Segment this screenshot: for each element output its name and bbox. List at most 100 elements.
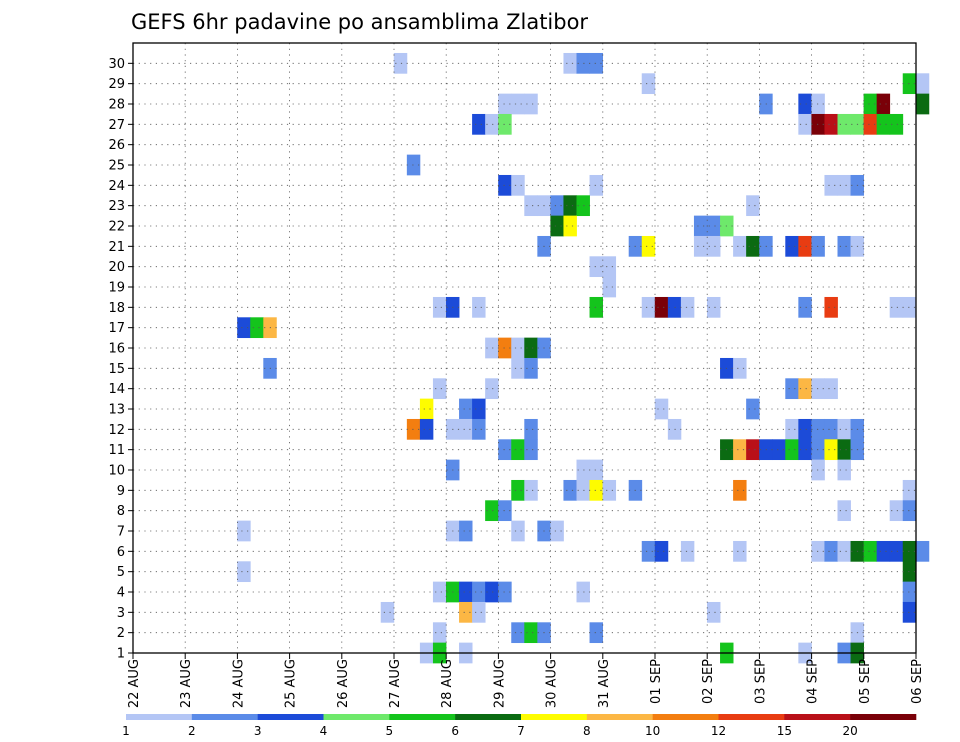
heatmap-cell [524,418,538,440]
heatmap-cell [863,540,878,562]
legend-label: 7 [517,724,525,738]
legend-swatch [257,714,324,720]
heatmap-cell [511,357,525,379]
y-tick-label: 1 [117,647,125,662]
heatmap-cell [459,601,473,623]
y-tick-label: 25 [108,159,125,174]
heatmap-cell [237,520,251,542]
y-tick-label: 3 [117,606,125,621]
heatmap-cell [432,296,447,318]
heatmap-cell [733,439,747,461]
y-tick-label: 11 [108,443,125,458]
heatmap-cell [785,439,799,461]
heatmap-cell [472,601,486,623]
heatmap-cell [432,581,447,603]
heatmap-cell [641,540,656,562]
heatmap-cell [511,439,525,461]
heatmap-cell [902,479,917,501]
heatmap-cell [915,540,930,562]
heatmap-cell [798,418,812,440]
heatmap-cell [641,235,656,257]
x-tick-label: 27 AUG [388,659,403,708]
legend-label: 4 [320,724,328,738]
heatmap-cell [524,93,538,115]
heatmap-cell [406,418,421,440]
heatmap-cell [889,113,904,135]
heatmap-cell [693,235,708,257]
heatmap-cell [498,500,512,522]
legend-swatch [323,714,390,720]
x-tick-label: 05 SEP [858,659,873,704]
heatmap-cell [589,622,603,644]
heatmap-cell [459,398,473,420]
heatmap-cell [733,479,747,501]
heatmap-cell [576,479,590,501]
x-tick-label: 24 AUG [231,659,246,708]
heatmap-cell [406,154,421,176]
x-tick-label: 25 AUG [284,659,299,708]
y-tick-label: 7 [117,525,125,540]
heatmap-cell [472,398,486,420]
heatmap-cell [837,459,851,481]
heatmap-cell [889,540,904,562]
legend-swatch [521,714,588,720]
legend-label: 15 [777,724,792,738]
y-tick-label: 8 [117,504,125,519]
heatmap-cell [550,215,564,237]
x-tick-label: 30 AUG [545,659,560,708]
grid-lines [133,43,916,654]
x-tick-label: 03 SEP [753,659,768,704]
heatmap-cell [641,296,656,318]
heatmap-cell [524,479,538,501]
heatmap-cell [485,378,499,400]
heatmap-cell [798,439,812,461]
heatmap-cell [902,581,917,603]
x-tick-label: 04 SEP [806,659,821,704]
heatmap-cell [602,276,617,298]
heatmap-cell [576,581,590,603]
y-tick-label: 2 [117,626,125,641]
heatmap-cell [472,296,486,318]
heatmap-cell [837,418,851,440]
legend-label: 20 [843,724,858,738]
y-tick-label: 26 [108,138,125,153]
heatmap-cell [511,93,525,115]
legend-swatch [718,714,785,720]
legend-swatch [389,714,456,720]
x-tick-label: 06 SEP [910,659,925,704]
heatmap-cell [902,73,917,95]
heatmap-cell [902,601,917,623]
y-tick-label: 9 [117,484,125,499]
heatmap-cell [498,581,512,603]
y-axis: 1234567891011121314151617181920212223242… [108,57,133,662]
heatmap-cell [524,337,538,359]
legend-swatch [652,714,719,720]
legend-label: 8 [583,724,591,738]
heatmap-cell [824,540,838,562]
heatmap-cell [485,581,499,603]
x-tick-label: 22 AUG [127,659,142,708]
heatmap-cell [707,296,721,318]
heatmap-cell [746,235,760,257]
heatmap-cell [733,540,747,562]
y-tick-label: 14 [108,382,125,397]
legend-label: 5 [386,724,394,738]
heatmap-cell [550,520,564,542]
heatmap-cell [576,52,590,74]
heatmap-cell [472,113,486,135]
y-tick-label: 5 [117,565,125,580]
heatmap-cell [746,398,760,420]
y-tick-label: 10 [108,464,125,479]
heatmap-cell [707,235,721,257]
heatmap-cell [576,195,590,217]
heatmap-cell [785,235,799,257]
heatmap-cell [250,317,264,339]
heatmap-cell [837,439,851,461]
y-tick-label: 16 [108,342,125,357]
heatmap-cell [237,317,251,339]
heatmap-cell [746,439,760,461]
heatmap-cell [824,378,838,400]
heatmap-cell [902,500,917,522]
heatmap-cell [733,357,747,379]
heatmap-cell [524,195,538,217]
